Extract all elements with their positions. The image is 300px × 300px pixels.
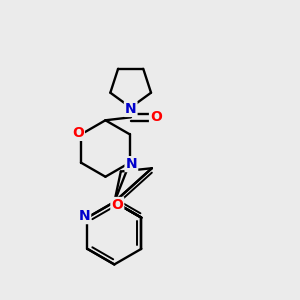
Text: N: N bbox=[125, 102, 136, 116]
Text: O: O bbox=[72, 126, 84, 140]
Text: N: N bbox=[125, 157, 137, 171]
Text: N: N bbox=[79, 209, 90, 223]
Text: O: O bbox=[150, 110, 162, 124]
Text: O: O bbox=[111, 198, 123, 212]
